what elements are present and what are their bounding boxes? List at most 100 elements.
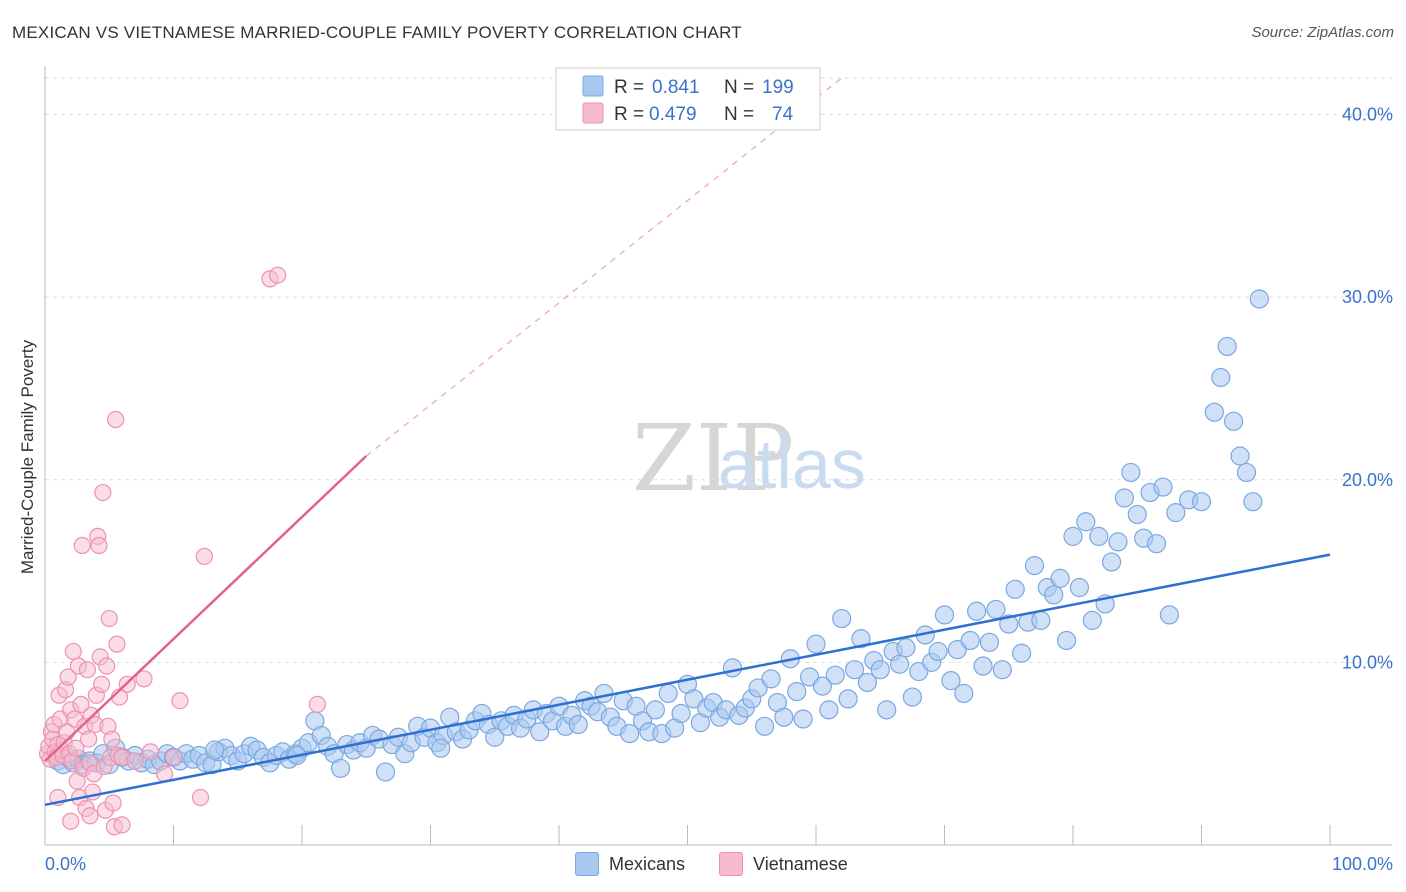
data-point-mexicans xyxy=(889,654,910,674)
data-point-vietnamese xyxy=(67,739,85,757)
series-legend: Mexicans Vietnamese xyxy=(575,852,872,876)
data-point-mexicans xyxy=(1031,610,1051,630)
legend-item-mexicans[interactable]: Mexicans xyxy=(575,852,685,876)
data-point-mexicans xyxy=(992,660,1012,680)
data-point-mexicans xyxy=(896,638,916,658)
data-point-mexicans xyxy=(1024,555,1045,576)
source-label: Source: ZipAtlas.com xyxy=(1251,24,1394,41)
legend-swatch-vietnamese xyxy=(719,852,744,876)
data-point-vietnamese xyxy=(78,661,97,679)
data-point-mexicans xyxy=(1108,532,1128,552)
data-point-mexicans xyxy=(954,683,974,704)
legend-swatch-mexicans xyxy=(582,75,604,97)
data-point-mexicans xyxy=(1056,630,1077,651)
data-point-mexicans xyxy=(832,608,852,629)
data-point-vietnamese xyxy=(171,692,189,710)
legend-label-mexicans: Mexicans xyxy=(609,853,686,874)
watermark: ZIP atlas xyxy=(632,405,866,512)
data-point-vietnamese xyxy=(268,266,287,284)
data-point-mexicans xyxy=(1044,585,1064,605)
data-point-vietnamese xyxy=(104,794,122,812)
data-point-mexicans xyxy=(431,738,451,758)
data-point-vietnamese xyxy=(135,670,153,688)
data-point-mexicans xyxy=(1236,462,1257,483)
data-point-vietnamese xyxy=(81,807,99,825)
vietnamese-points xyxy=(38,266,327,836)
data-point-mexicans xyxy=(1101,552,1122,572)
data-point-mexicans xyxy=(1063,526,1083,546)
grid-lines xyxy=(45,77,1392,663)
data-point-mexicans xyxy=(857,672,878,693)
trend-line-vietnamese-extension xyxy=(365,77,843,457)
data-point-mexicans xyxy=(722,658,743,678)
data-point-mexicans xyxy=(1114,488,1135,508)
data-point-mexicans xyxy=(1089,526,1109,546)
legend-r-value-vietnamese: 0.479 xyxy=(649,104,697,125)
data-point-mexicans xyxy=(645,700,665,720)
data-point-mexicans xyxy=(973,656,993,676)
data-point-mexicans xyxy=(761,669,781,689)
legend: R = 0.841 N = 199 R = 0.479 N = 74 xyxy=(555,67,821,131)
data-point-mexicans xyxy=(934,605,955,625)
data-point-mexicans xyxy=(485,727,505,747)
data-point-mexicans xyxy=(1146,534,1167,554)
data-point-mexicans xyxy=(819,700,839,720)
legend-item-vietnamese[interactable]: Vietnamese xyxy=(719,852,848,876)
data-point-vietnamese xyxy=(72,695,90,713)
data-point-vietnamese xyxy=(191,788,210,807)
data-point-mexicans xyxy=(1005,579,1025,599)
data-point-mexicans xyxy=(870,660,890,680)
data-point-mexicans xyxy=(928,641,948,662)
watermark-atlas: atlas xyxy=(718,425,866,503)
data-point-mexicans xyxy=(530,722,550,742)
data-point-mexicans xyxy=(1121,462,1141,483)
data-point-vietnamese xyxy=(90,536,108,555)
y-tick-label: 10.0% xyxy=(1342,652,1393,672)
data-point-mexicans xyxy=(877,700,897,720)
data-point-vietnamese xyxy=(107,410,125,429)
data-point-mexicans xyxy=(658,683,678,704)
data-point-mexicans xyxy=(851,629,871,649)
data-point-vietnamese xyxy=(59,668,77,686)
data-point-mexicans xyxy=(844,660,865,680)
data-point-mexicans xyxy=(793,709,813,729)
data-point-mexicans xyxy=(620,724,640,744)
legend-n-value-mexicans: 199 xyxy=(762,77,794,98)
y-tick-label: 40.0% xyxy=(1342,105,1393,125)
y-tick-label: 30.0% xyxy=(1342,287,1393,307)
x-tick-label: 0.0% xyxy=(45,854,86,874)
data-point-mexicans xyxy=(774,707,794,727)
data-point-vietnamese xyxy=(308,695,327,713)
legend-n-label: N = xyxy=(724,104,754,125)
data-point-mexicans xyxy=(999,614,1019,634)
legend-n-label: N = xyxy=(724,77,754,98)
data-point-mexicans xyxy=(960,630,980,651)
legend-swatch-vietnamese xyxy=(582,102,604,124)
data-point-vietnamese xyxy=(73,536,91,555)
data-point-mexicans xyxy=(1076,512,1096,532)
data-point-vietnamese xyxy=(195,547,213,566)
legend-r-label: R = xyxy=(614,104,644,125)
y-tick-label: 20.0% xyxy=(1342,470,1393,490)
data-point-mexicans xyxy=(838,689,858,709)
legend-r-value-mexicans: 0.841 xyxy=(652,77,700,98)
data-point-vietnamese xyxy=(100,609,118,628)
data-point-mexicans xyxy=(754,716,775,736)
data-point-mexicans xyxy=(1159,605,1179,625)
data-point-mexicans xyxy=(967,601,987,621)
data-point-mexicans xyxy=(902,687,922,707)
trend-line-mexicans xyxy=(44,553,1331,807)
data-point-mexicans xyxy=(1249,289,1269,309)
data-point-mexicans xyxy=(941,671,961,691)
data-point-mexicans xyxy=(1082,610,1102,630)
trend-line-vietnamese xyxy=(44,455,368,762)
data-point-vietnamese xyxy=(64,642,82,661)
legend-label-vietnamese: Vietnamese xyxy=(753,853,848,874)
data-point-mexicans xyxy=(787,681,807,702)
data-point-vietnamese xyxy=(103,730,121,748)
data-point-mexicans xyxy=(806,634,826,654)
data-point-mexicans xyxy=(1224,411,1244,431)
data-point-mexicans xyxy=(1153,477,1173,497)
data-point-vietnamese xyxy=(108,635,126,653)
